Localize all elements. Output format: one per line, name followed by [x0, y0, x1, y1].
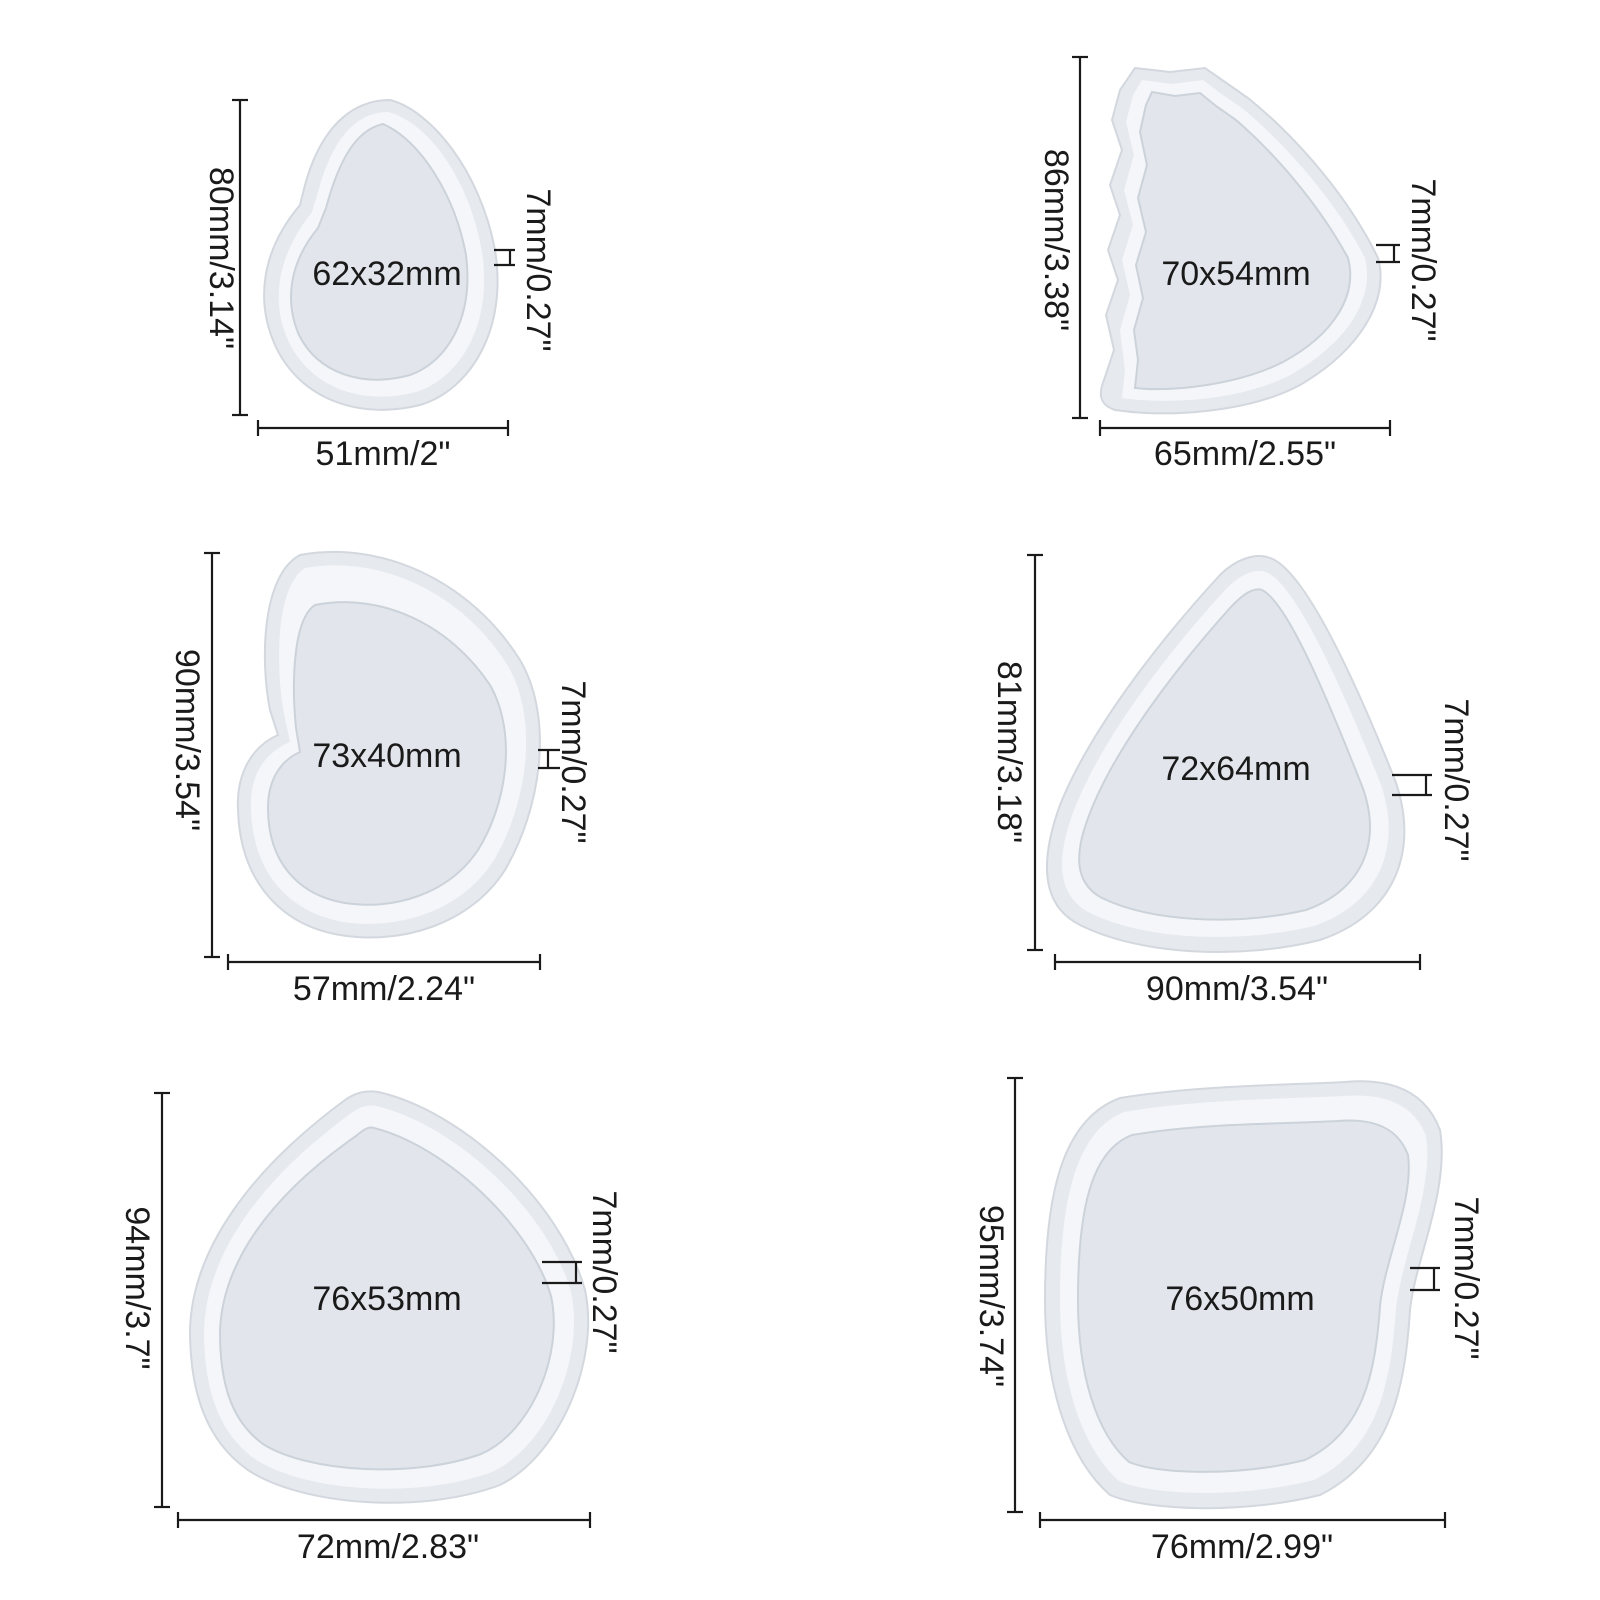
mold-4-depth-label: 7mm/0.27"	[1437, 698, 1475, 861]
mold-2-width-dim	[1098, 420, 1392, 436]
mold-6-depth-label: 7mm/0.27"	[1447, 1196, 1485, 1359]
mold-3-cavity	[266, 601, 507, 906]
mold-1-width-dim	[256, 420, 510, 436]
mold-3-height-label: 90mm/3.54"	[168, 649, 206, 831]
mold-3-height-dim	[204, 551, 220, 959]
mold-2-cavity	[1132, 90, 1352, 391]
mold-4-depth-dim	[1392, 773, 1432, 797]
mold-1: 62x32mm 80mm/3.14" 51mm/2" 7mm/0.27"	[202, 98, 557, 473]
mold-4-cavity-label: 72x64mm	[1161, 750, 1310, 788]
mold-5-height-dim	[154, 1091, 170, 1509]
mold-6: 76x50mm 95mm/3.74" 76mm/2.99" 7mm/0.27"	[972, 1076, 1485, 1566]
mold-1-height-label: 80mm/3.14"	[202, 167, 240, 349]
mold-6-height-label: 95mm/3.74"	[972, 1205, 1010, 1387]
mold-4: 72x64mm 81mm/3.18" 90mm/3.54" 7mm/0.27"	[990, 553, 1475, 1008]
mold-3-width-label: 57mm/2.24"	[293, 970, 475, 1008]
mold-5-width-dim	[176, 1512, 592, 1528]
mold-4-cavity	[1078, 588, 1371, 921]
mold-1-height-dim	[232, 98, 248, 417]
mold-6-depth-dim	[1410, 1266, 1440, 1292]
mold-6-width-label: 76mm/2.99"	[1151, 1528, 1333, 1566]
mold-1-width-label: 51mm/2"	[316, 435, 451, 473]
mold-4-width-dim	[1053, 954, 1422, 970]
mold-2-cavity-label: 70x54mm	[1161, 255, 1310, 293]
mold-2-width-label: 65mm/2.55"	[1154, 435, 1336, 473]
mold-5-cavity	[218, 1126, 555, 1471]
mold-5: 76x53mm 94mm/3.7" 72mm/2.83" 7mm/0.27"	[118, 1090, 623, 1566]
mold-3-depth-dim	[538, 748, 560, 770]
mold-4-width-label: 90mm/3.54"	[1146, 970, 1328, 1008]
mold-6-height-dim	[1007, 1076, 1023, 1514]
mold-4-height-dim	[1027, 553, 1043, 952]
mold-3-cavity-label: 73x40mm	[312, 737, 461, 775]
mold-5-depth-label: 7mm/0.27"	[585, 1190, 623, 1353]
mold-3-width-dim	[226, 954, 542, 970]
mold-2-depth-dim	[1376, 243, 1400, 264]
mold-1-depth-label: 7mm/0.27"	[519, 188, 557, 351]
mold-2: 70x54mm 86mm/3.38" 65mm/2.55" 7mm/0.27"	[1037, 55, 1442, 473]
mold-6-width-dim	[1038, 1512, 1447, 1528]
mold-6-cavity	[1076, 1119, 1410, 1473]
mold-3-depth-label: 7mm/0.27"	[554, 680, 592, 843]
mold-2-height-dim	[1072, 55, 1088, 420]
mold-4-height-label: 81mm/3.18"	[990, 661, 1028, 843]
mold-1-cavity-label: 62x32mm	[312, 255, 461, 293]
mold-1-depth-dim	[494, 248, 515, 267]
mold-5-height-label: 94mm/3.7"	[118, 1206, 156, 1369]
mold-5-cavity-label: 76x53mm	[312, 1280, 461, 1318]
mold-2-depth-label: 7mm/0.27"	[1404, 178, 1442, 341]
mold-2-height-label: 86mm/3.38"	[1037, 149, 1075, 331]
mold-6-cavity-label: 76x50mm	[1165, 1280, 1314, 1318]
mold-5-width-label: 72mm/2.83"	[297, 1528, 479, 1566]
mold-1-cavity	[290, 122, 469, 381]
mold-3: 73x40mm 90mm/3.54" 57mm/2.24" 7mm/0.27"	[168, 550, 592, 1008]
mold-5-depth-dim	[542, 1260, 582, 1285]
